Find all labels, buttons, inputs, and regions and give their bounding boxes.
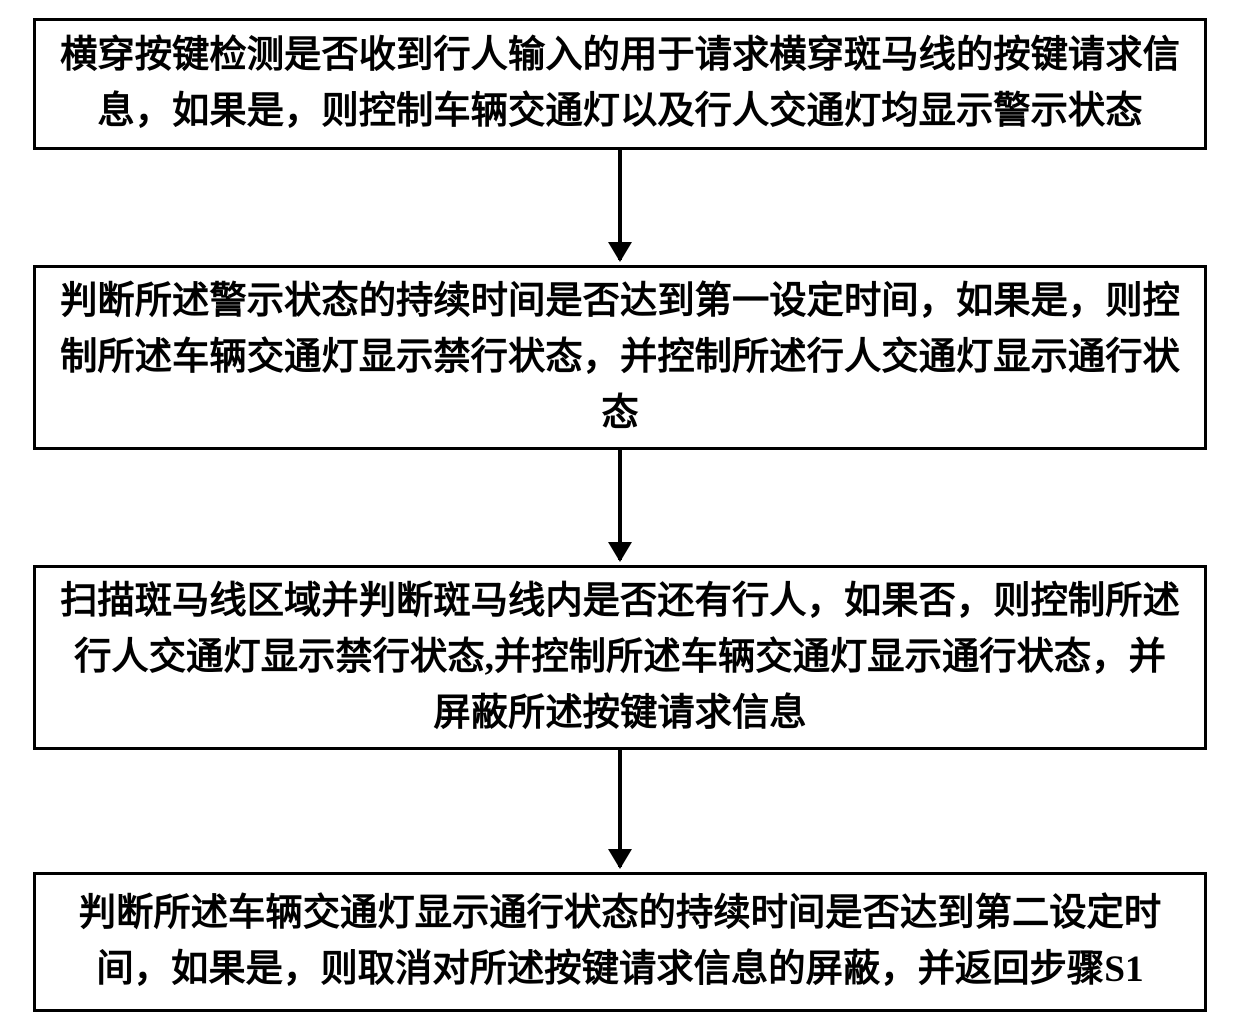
flow-step-2: 判断所述警示状态的持续时间是否达到第一设定时间，如果是，则控制所述车辆交通灯显示… <box>33 265 1207 450</box>
flow-step-1: 横穿按键检测是否收到行人输入的用于请求横穿斑马线的按键请求信息，如果是，则控制车… <box>33 18 1207 150</box>
flow-arrow-3 <box>618 750 622 867</box>
flow-step-2-text: 判断所述警示状态的持续时间是否达到第一设定时间，如果是，则控制所述车辆交通灯显示… <box>56 274 1184 442</box>
flow-step-3: 扫描斑马线区域并判断斑马线内是否还有行人，如果否，则控制所述行人交通灯显示禁行状… <box>33 565 1207 750</box>
flow-step-4-text: 判断所述车辆交通灯显示通行状态的持续时间是否达到第二设定时间，如果是，则取消对所… <box>56 886 1184 998</box>
flow-arrow-1 <box>618 150 622 260</box>
flow-step-3-text: 扫描斑马线区域并判断斑马线内是否还有行人，如果否，则控制所述行人交通灯显示禁行状… <box>56 574 1184 742</box>
flow-arrow-2 <box>618 450 622 560</box>
flow-step-4: 判断所述车辆交通灯显示通行状态的持续时间是否达到第二设定时间，如果是，则取消对所… <box>33 872 1207 1012</box>
flow-step-1-text: 横穿按键检测是否收到行人输入的用于请求横穿斑马线的按键请求信息，如果是，则控制车… <box>56 28 1184 140</box>
